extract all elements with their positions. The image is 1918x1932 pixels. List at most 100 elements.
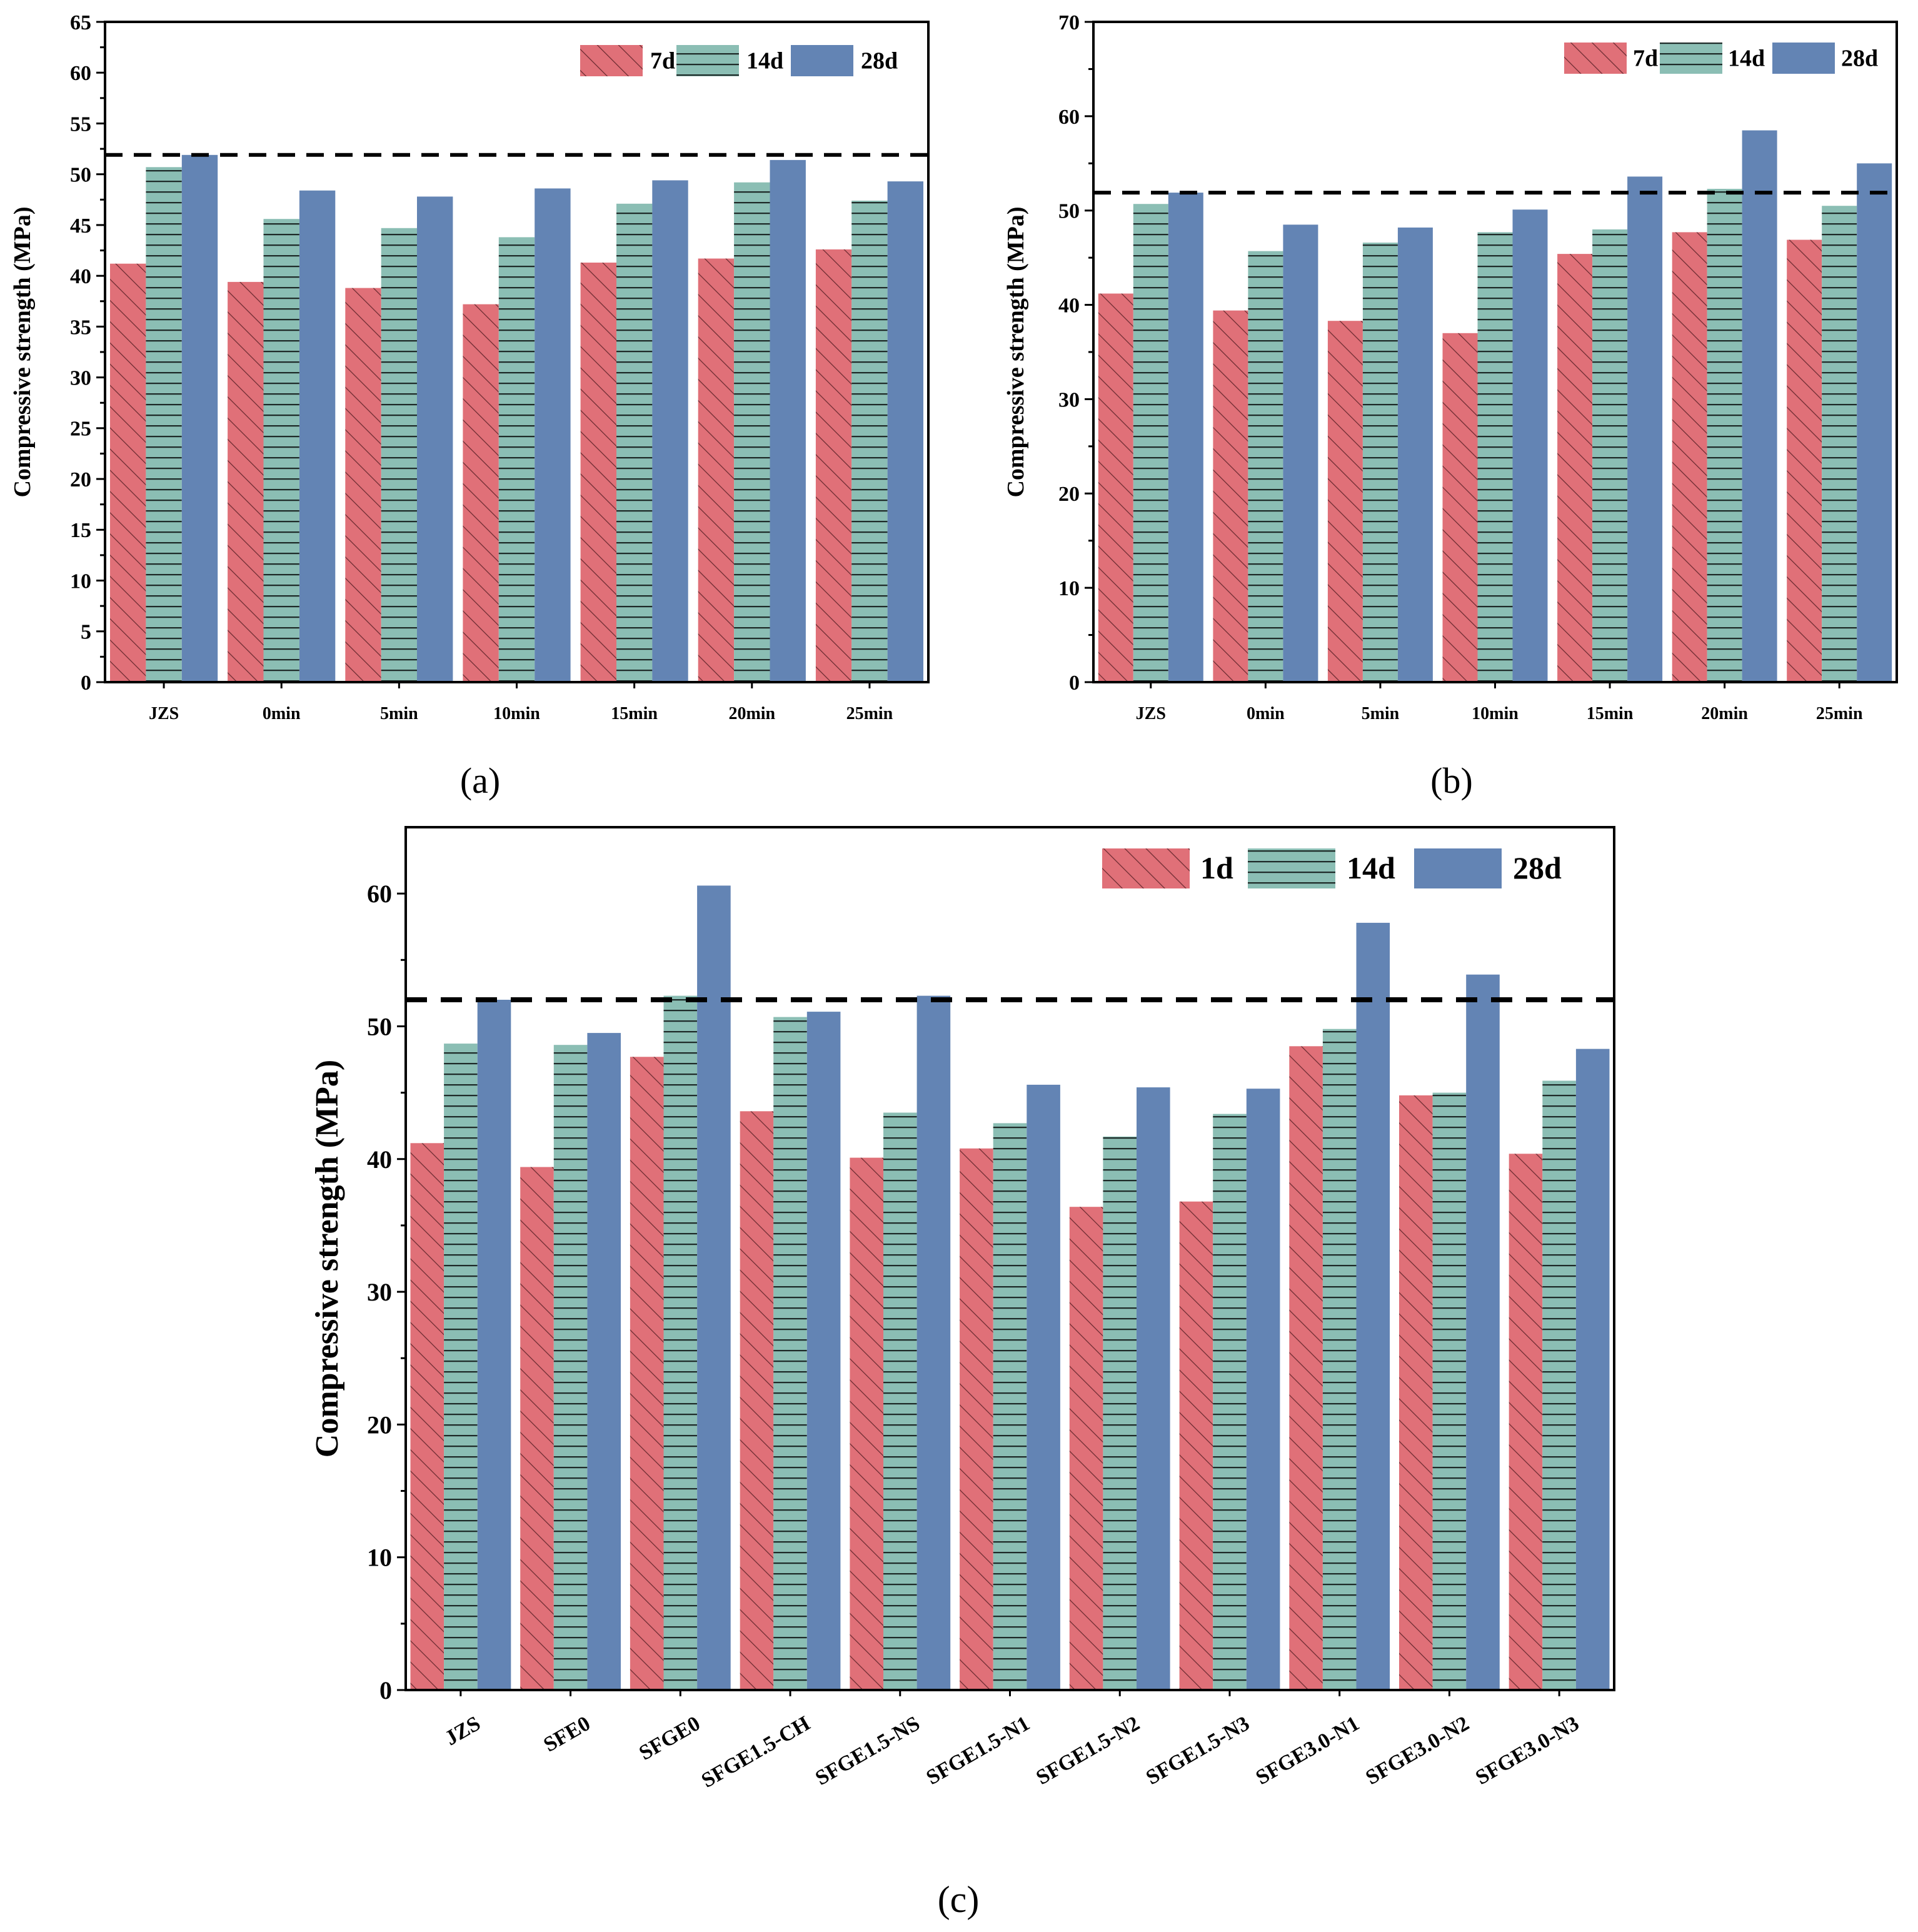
y-tick-label: 15 bbox=[70, 519, 91, 542]
y-tick-label: 20 bbox=[70, 468, 91, 491]
y-tick-label: 30 bbox=[70, 367, 91, 390]
x-tick-label: 15min bbox=[1587, 704, 1634, 723]
y-axis-title: Compressive strength (MPa) bbox=[309, 1060, 345, 1457]
legend-label-14d: 14d bbox=[1728, 46, 1765, 72]
legend-label-28d: 28d bbox=[861, 48, 898, 74]
y-tick-label: 25 bbox=[70, 418, 91, 441]
x-tick-label: 15min bbox=[611, 704, 658, 723]
bar-7d-15min bbox=[580, 263, 616, 682]
bar-7d-5min bbox=[345, 288, 381, 683]
x-tick-label: SFGE3.0-N3 bbox=[1472, 1712, 1583, 1789]
bar-14d-SFGE1.5-NS bbox=[883, 1112, 917, 1690]
x-tick-label: SFE0 bbox=[540, 1712, 594, 1757]
bar-28d-20min bbox=[1742, 130, 1777, 682]
legend: 7d 14d 28d bbox=[580, 45, 898, 76]
x-tick-label: SFGE1.5-CH bbox=[698, 1712, 814, 1793]
bar-28d-SFGE3.0-N3 bbox=[1575, 1049, 1610, 1690]
bar-28d-SFGE1.5-N3 bbox=[1246, 1089, 1280, 1690]
bar-7d-25min bbox=[1787, 239, 1822, 682]
bar-14d-JZS bbox=[444, 1044, 478, 1690]
bar-14d-15min bbox=[616, 203, 653, 682]
bar-14d-0min bbox=[263, 219, 299, 682]
bar-7d-25min bbox=[815, 249, 852, 682]
y-tick-label: 30 bbox=[367, 1278, 392, 1306]
bar-14d-15min bbox=[1592, 229, 1628, 682]
legend-label-28d: 28d bbox=[1841, 46, 1878, 72]
bar-14d-5min bbox=[381, 228, 418, 682]
bar-14d-JZS bbox=[146, 167, 182, 682]
x-tick-label: JZS bbox=[149, 704, 179, 723]
bar-14d-10min bbox=[498, 237, 535, 682]
bar-1d-SFGE1.5-N1 bbox=[960, 1148, 993, 1690]
legend-swatch-28d bbox=[1414, 848, 1502, 888]
bar-14d-0min bbox=[1248, 251, 1283, 683]
y-tick-label: 60 bbox=[70, 62, 91, 85]
legend-swatch-14d bbox=[1248, 848, 1335, 888]
legend: 7d 14d 28d bbox=[1564, 43, 1878, 74]
bar-14d-SFGE3.0-N3 bbox=[1542, 1080, 1576, 1690]
bar-1d-SFGE1.5-NS bbox=[850, 1157, 883, 1690]
bar-1d-SFGE3.0-N2 bbox=[1399, 1095, 1433, 1690]
x-tick-label: SFGE1.5-N2 bbox=[1032, 1712, 1143, 1789]
bar-7d-0min bbox=[228, 281, 264, 682]
panel-label: (a) bbox=[460, 760, 500, 801]
bar-1d-SFGE1.5-CH bbox=[740, 1111, 774, 1690]
bar-7d-JZS bbox=[110, 263, 146, 682]
bars-group bbox=[410, 885, 1610, 1690]
bar-28d-SFGE1.5-NS bbox=[916, 995, 951, 1690]
bar-28d-10min bbox=[1512, 209, 1548, 682]
bar-1d-JZS bbox=[410, 1143, 444, 1690]
y-tick-label: 35 bbox=[70, 316, 91, 339]
legend-label-14d: 14d bbox=[746, 48, 783, 74]
bar-14d-SFGE1.5-N2 bbox=[1103, 1136, 1137, 1690]
bar-7d-JZS bbox=[1098, 293, 1133, 682]
bar-28d-25min bbox=[1857, 163, 1892, 682]
x-tick-label: 0min bbox=[263, 704, 301, 723]
y-axis-title: Compressive strength (MPa) bbox=[9, 206, 36, 497]
bar-7d-20min bbox=[698, 258, 735, 682]
y-tick-label: 10 bbox=[70, 570, 91, 593]
y-tick-label: 30 bbox=[1058, 388, 1080, 411]
bar-14d-25min bbox=[1822, 206, 1857, 682]
bars-group bbox=[110, 154, 923, 683]
x-tick-label: 25min bbox=[846, 704, 893, 723]
bar-28d-SFGE3.0-N1 bbox=[1356, 922, 1390, 1690]
x-tick-label: SFGE3.0-N2 bbox=[1362, 1712, 1473, 1789]
bar-14d-10min bbox=[1477, 232, 1513, 682]
bars-group bbox=[1098, 130, 1892, 683]
bar-7d-10min bbox=[463, 304, 499, 683]
y-axis-title: Compressive strength (MPa) bbox=[1003, 206, 1029, 497]
legend-swatch-14d bbox=[1660, 43, 1722, 74]
bar-1d-SFGE3.0-N3 bbox=[1509, 1154, 1543, 1690]
bar-14d-25min bbox=[851, 200, 888, 682]
bar-28d-10min bbox=[535, 188, 571, 682]
y-tick-label: 50 bbox=[70, 164, 91, 187]
x-tick-label: SFGE1.5-N3 bbox=[1142, 1712, 1253, 1789]
bar-14d-SFGE3.0-N1 bbox=[1322, 1029, 1357, 1690]
bar-28d-SFGE1.5-N2 bbox=[1137, 1087, 1170, 1690]
panel-label: (b) bbox=[1430, 760, 1473, 801]
x-tick-label: 0min bbox=[1247, 704, 1285, 723]
y-tick-label: 0 bbox=[81, 672, 91, 695]
bar-28d-5min bbox=[417, 196, 453, 682]
bar-7d-0min bbox=[1213, 310, 1248, 683]
legend-swatch-28d bbox=[791, 45, 853, 76]
y-tick-label: 70 bbox=[1058, 11, 1080, 34]
bar-7d-10min bbox=[1442, 333, 1478, 682]
legend-swatch-7d bbox=[580, 45, 643, 76]
x-tick-label: 5min bbox=[1362, 704, 1400, 723]
bar-28d-SFGE0 bbox=[697, 885, 731, 1690]
bar-28d-SFGE1.5-N1 bbox=[1027, 1084, 1060, 1690]
bar-14d-SFGE3.0-N2 bbox=[1432, 1092, 1467, 1690]
bar-1d-SFGE3.0-N1 bbox=[1289, 1046, 1323, 1690]
bar-28d-0min bbox=[299, 190, 336, 682]
bar-14d-SFE0 bbox=[553, 1045, 588, 1690]
legend-swatch-14d bbox=[676, 45, 739, 76]
y-tick-label: 20 bbox=[367, 1411, 392, 1439]
x-tick-label: SFGE0 bbox=[635, 1712, 704, 1765]
bar-1d-SFGE1.5-N2 bbox=[1069, 1207, 1103, 1690]
y-tick-label: 45 bbox=[70, 214, 91, 238]
bar-28d-JZS bbox=[1168, 193, 1203, 683]
